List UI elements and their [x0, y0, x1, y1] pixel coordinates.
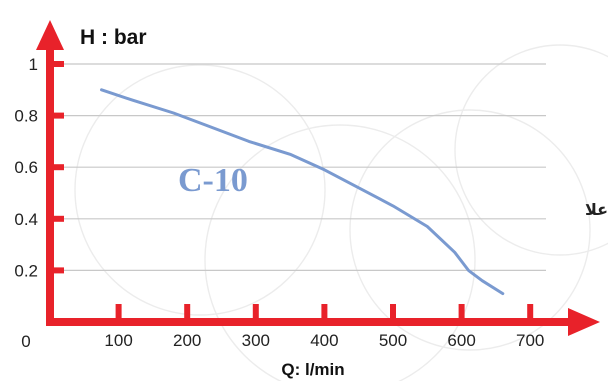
y-tick-mark-0.4 [50, 215, 64, 222]
y-tick-label-0.2: 0.2 [14, 261, 38, 280]
x-tick-label-100: 100 [104, 331, 132, 350]
x-tick-label-600: 600 [447, 331, 475, 350]
y-tick-label-1: 1 [29, 55, 38, 74]
series-layer [100, 88, 505, 296]
x-axis-line [46, 318, 570, 326]
y-axis-arrowhead [36, 20, 64, 50]
y-axis-title: H : bar [80, 26, 147, 49]
y-tick-label-0.4: 0.4 [14, 210, 38, 229]
tick-labels: 0.2 0.4 0.6 0.8 1 100 200 300 400 500 600 700 [14, 55, 544, 350]
background-watermark [74, 44, 608, 381]
x-tick-mark-500 [390, 304, 396, 322]
series-line-c-10 [100, 88, 505, 296]
axes [36, 20, 600, 336]
x-tick-label-300: 300 [242, 331, 270, 350]
edge-text: علا [585, 200, 608, 219]
y-tick-mark-1 [50, 61, 64, 67]
y-axis-line [46, 48, 54, 326]
x-tick-mark-700 [527, 304, 534, 322]
x-tick-mark-600 [458, 304, 465, 322]
x-tick-label-700: 700 [516, 331, 544, 350]
y-tick-mark-0.6 [50, 164, 64, 171]
x-tick-mark-100 [115, 304, 122, 322]
x-tick-mark-400 [321, 304, 328, 322]
x-tick-mark-200 [184, 304, 191, 322]
grid-lines [50, 63, 546, 271]
x-axis-arrowhead [568, 308, 600, 336]
x-tick-mark-300 [252, 304, 259, 322]
y-tick-label-0.6: 0.6 [14, 158, 38, 177]
origin-label: 0 [21, 332, 30, 351]
series-label-c10: C-10 [178, 162, 248, 199]
y-tick-label-0.8: 0.8 [14, 107, 38, 126]
x-tick-label-400: 400 [310, 331, 338, 350]
x-axis-title: Q: l/min [281, 360, 344, 379]
y-tick-mark-0.8 [50, 112, 64, 119]
x-tick-label-200: 200 [173, 331, 201, 350]
x-tick-label-500: 500 [379, 331, 407, 350]
y-tick-mark-0.2 [50, 267, 64, 274]
